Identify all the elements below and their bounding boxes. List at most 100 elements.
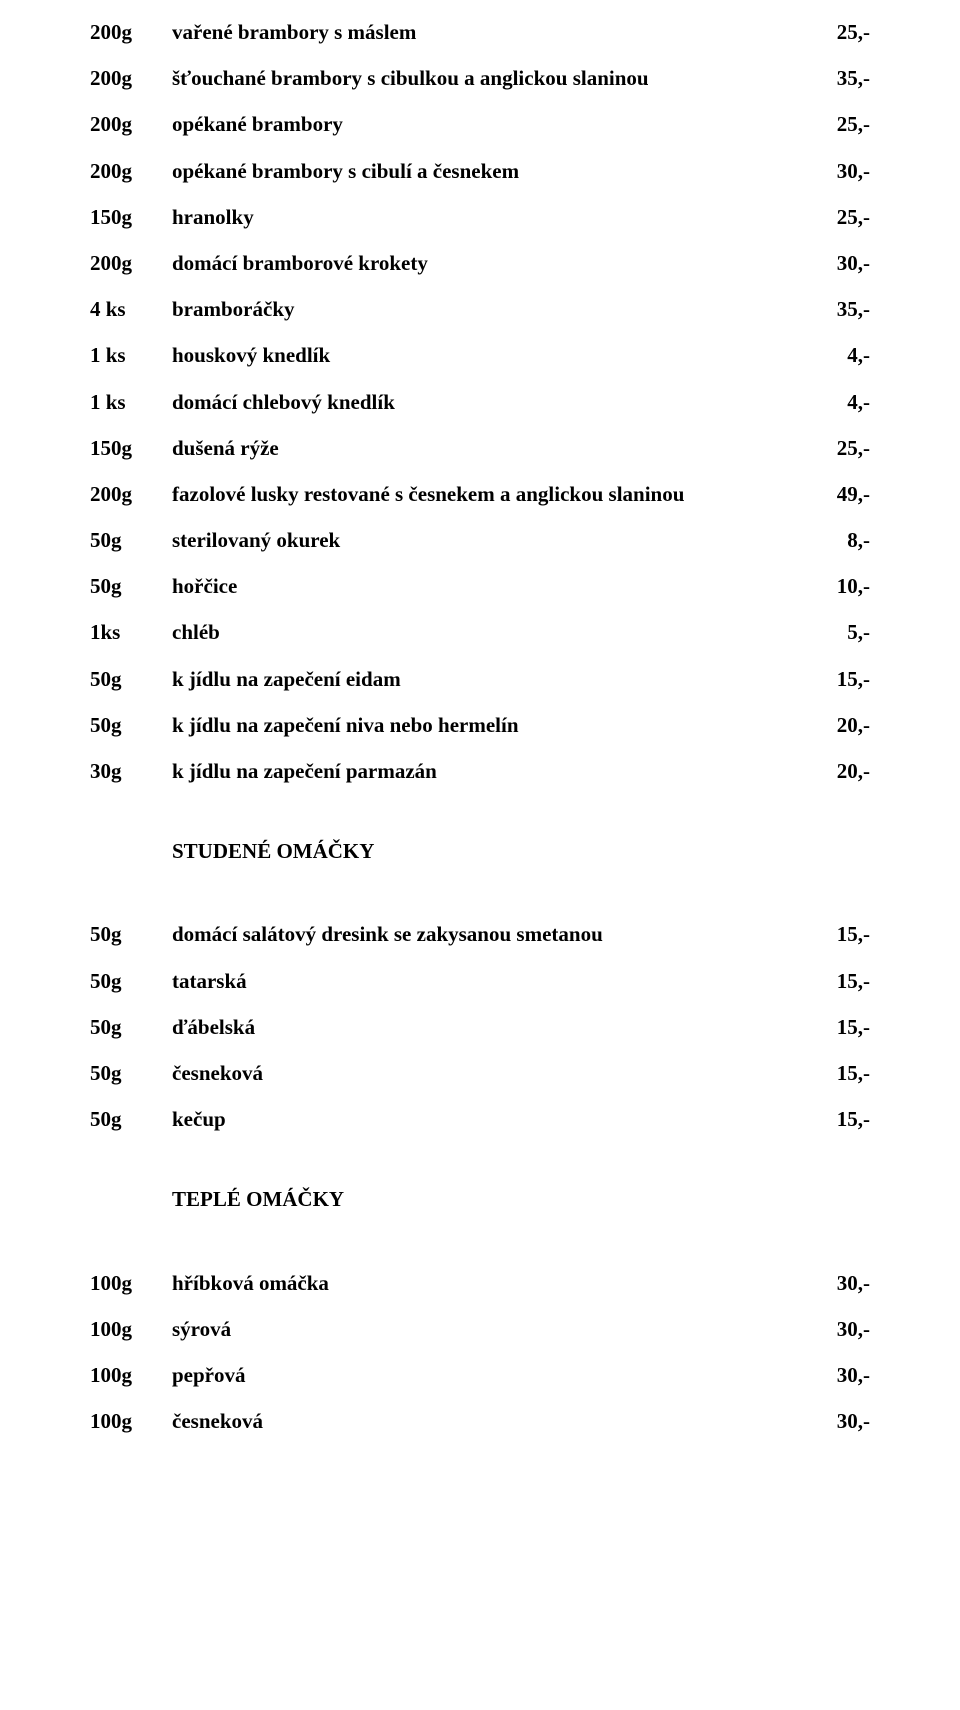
menu-row: 200gšťouchané brambory s cibulkou a angl… bbox=[90, 66, 870, 91]
menu-desc: šťouchané brambory s cibulkou a anglicko… bbox=[172, 66, 810, 91]
menu-row: 1kschléb5,- bbox=[90, 620, 870, 645]
menu-price: 20,- bbox=[810, 759, 870, 784]
menu-qty: 100g bbox=[90, 1363, 172, 1388]
menu-price: 15,- bbox=[810, 1015, 870, 1040]
menu-price: 4,- bbox=[810, 343, 870, 368]
menu-row: 200gfazolové lusky restované s česnekem … bbox=[90, 482, 870, 507]
menu-qty: 200g bbox=[90, 20, 172, 45]
menu-desc: tatarská bbox=[172, 969, 810, 994]
menu-desc: ďábelská bbox=[172, 1015, 810, 1040]
menu-desc: k jídlu na zapečení niva nebo hermelín bbox=[172, 713, 810, 738]
menu-price: 30,- bbox=[810, 251, 870, 276]
menu-desc: domácí bramborové krokety bbox=[172, 251, 810, 276]
menu-row: 30gk jídlu na zapečení parmazán20,- bbox=[90, 759, 870, 784]
menu-row: 100gčesneková30,- bbox=[90, 1409, 870, 1434]
menu-desc: opékané brambory bbox=[172, 112, 810, 137]
cold-sauces-list: 50gdomácí salátový dresink se zakysanou … bbox=[90, 922, 870, 1132]
menu-price: 15,- bbox=[810, 1061, 870, 1086]
menu-price: 49,- bbox=[810, 482, 870, 507]
menu-row: 150ghranolky25,- bbox=[90, 205, 870, 230]
menu-price: 30,- bbox=[810, 159, 870, 184]
hot-sauces-list: 100ghříbková omáčka30,-100gsýrová30,-100… bbox=[90, 1271, 870, 1435]
menu-price: 30,- bbox=[810, 1363, 870, 1388]
menu-desc: domácí salátový dresink se zakysanou sme… bbox=[172, 922, 810, 947]
menu-row: 50gďábelská15,- bbox=[90, 1015, 870, 1040]
menu-price: 15,- bbox=[810, 922, 870, 947]
menu-desc: hranolky bbox=[172, 205, 810, 230]
menu-row: 100ghříbková omáčka30,- bbox=[90, 1271, 870, 1296]
menu-price: 15,- bbox=[810, 969, 870, 994]
menu-qty: 50g bbox=[90, 922, 172, 947]
menu-qty: 50g bbox=[90, 969, 172, 994]
menu-desc: houskový knedlík bbox=[172, 343, 810, 368]
menu-qty: 100g bbox=[90, 1271, 172, 1296]
menu-desc: hříbková omáčka bbox=[172, 1271, 810, 1296]
menu-price: 35,- bbox=[810, 66, 870, 91]
menu-row: 50gkečup15,- bbox=[90, 1107, 870, 1132]
menu-price: 8,- bbox=[810, 528, 870, 553]
menu-qty: 100g bbox=[90, 1409, 172, 1434]
menu-row: 50gk jídlu na zapečení eidam15,- bbox=[90, 667, 870, 692]
menu-row: 1 kshouskový knedlík4,- bbox=[90, 343, 870, 368]
menu-qty: 1 ks bbox=[90, 390, 172, 415]
menu-price: 25,- bbox=[810, 436, 870, 461]
menu-desc: chléb bbox=[172, 620, 810, 645]
menu-price: 20,- bbox=[810, 713, 870, 738]
menu-row: 50gčesneková15,- bbox=[90, 1061, 870, 1086]
menu-row: 4 ksbramboráčky35,- bbox=[90, 297, 870, 322]
menu-qty: 100g bbox=[90, 1317, 172, 1342]
menu-row: 50gk jídlu na zapečení niva nebo hermelí… bbox=[90, 713, 870, 738]
menu-row: 50gsterilovaný okurek8,- bbox=[90, 528, 870, 553]
menu-qty: 200g bbox=[90, 251, 172, 276]
menu-row: 50gdomácí salátový dresink se zakysanou … bbox=[90, 922, 870, 947]
menu-desc: fazolové lusky restované s česnekem a an… bbox=[172, 482, 810, 507]
menu-desc: k jídlu na zapečení eidam bbox=[172, 667, 810, 692]
menu-desc: kečup bbox=[172, 1107, 810, 1132]
top-list: 200gvařené brambory s máslem25,-200gšťou… bbox=[90, 20, 870, 784]
menu-row: 150gdušená rýže25,- bbox=[90, 436, 870, 461]
menu-qty: 50g bbox=[90, 528, 172, 553]
menu-price: 25,- bbox=[810, 112, 870, 137]
menu-price: 30,- bbox=[810, 1317, 870, 1342]
menu-row: 200gdomácí bramborové krokety30,- bbox=[90, 251, 870, 276]
menu-price: 15,- bbox=[810, 667, 870, 692]
menu-row: 100gpepřová30,- bbox=[90, 1363, 870, 1388]
menu-price: 25,- bbox=[810, 205, 870, 230]
menu-desc: česneková bbox=[172, 1409, 810, 1434]
menu-row: 50ghořčice10,- bbox=[90, 574, 870, 599]
menu-qty: 4 ks bbox=[90, 297, 172, 322]
menu-qty: 50g bbox=[90, 1061, 172, 1086]
menu-desc: sýrová bbox=[172, 1317, 810, 1342]
menu-qty: 50g bbox=[90, 1107, 172, 1132]
menu-row: 200gvařené brambory s máslem25,- bbox=[90, 20, 870, 45]
menu-qty: 1 ks bbox=[90, 343, 172, 368]
menu-desc: pepřová bbox=[172, 1363, 810, 1388]
page: 200gvařené brambory s máslem25,-200gšťou… bbox=[0, 0, 960, 1710]
section-heading-hot-sauces: TEPLÉ OMÁČKY bbox=[172, 1187, 870, 1212]
menu-price: 4,- bbox=[810, 390, 870, 415]
menu-price: 15,- bbox=[810, 1107, 870, 1132]
menu-row: 200gopékané brambory25,- bbox=[90, 112, 870, 137]
menu-qty: 50g bbox=[90, 574, 172, 599]
menu-qty: 50g bbox=[90, 1015, 172, 1040]
menu-desc: opékané brambory s cibulí a česnekem bbox=[172, 159, 810, 184]
menu-price: 10,- bbox=[810, 574, 870, 599]
section-heading-cold-sauces: STUDENÉ OMÁČKY bbox=[172, 839, 870, 864]
menu-row: 1 ksdomácí chlebový knedlík4,- bbox=[90, 390, 870, 415]
menu-qty: 200g bbox=[90, 112, 172, 137]
menu-qty: 150g bbox=[90, 436, 172, 461]
menu-price: 35,- bbox=[810, 297, 870, 322]
menu-desc: hořčice bbox=[172, 574, 810, 599]
menu-qty: 200g bbox=[90, 66, 172, 91]
menu-qty: 200g bbox=[90, 159, 172, 184]
menu-price: 30,- bbox=[810, 1409, 870, 1434]
menu-desc: bramboráčky bbox=[172, 297, 810, 322]
menu-desc: dušená rýže bbox=[172, 436, 810, 461]
menu-price: 30,- bbox=[810, 1271, 870, 1296]
menu-row: 50gtatarská15,- bbox=[90, 969, 870, 994]
menu-price: 5,- bbox=[810, 620, 870, 645]
menu-qty: 50g bbox=[90, 667, 172, 692]
menu-row: 200gopékané brambory s cibulí a česnekem… bbox=[90, 159, 870, 184]
menu-qty: 200g bbox=[90, 482, 172, 507]
menu-qty: 150g bbox=[90, 205, 172, 230]
